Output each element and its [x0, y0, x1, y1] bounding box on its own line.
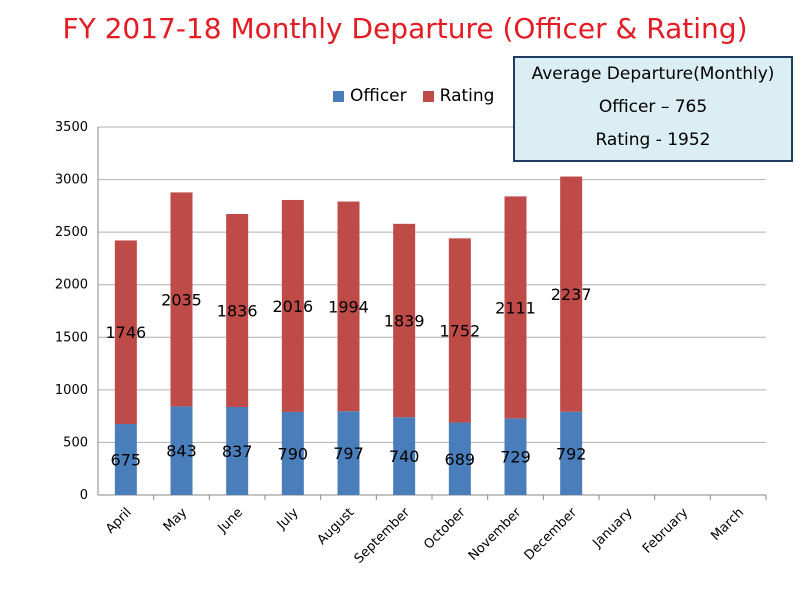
x-tick-label: September	[352, 505, 414, 567]
data-label-rating: 1836	[217, 301, 258, 320]
legend-label-rating: Rating	[439, 86, 495, 106]
data-label-rating: 2111	[495, 298, 536, 317]
bar-rating	[393, 223, 416, 418]
data-label-rating: 1994	[328, 297, 369, 316]
y-tick-label: 0	[80, 488, 88, 503]
data-label-officer: 790	[278, 444, 309, 463]
bar-officer	[281, 411, 304, 495]
data-label-officer: 837	[222, 442, 253, 461]
x-tick-label: January	[589, 505, 635, 551]
data-label-officer: 729	[500, 448, 531, 467]
x-tick-label: November	[466, 505, 525, 564]
chart-title: FY 2017-18 Monthly Departure (Officer & …	[62, 12, 748, 45]
data-label-officer: 689	[445, 450, 476, 469]
bar-officer	[114, 424, 137, 495]
bar-rating	[560, 176, 583, 412]
legend-item-rating: Rating	[422, 86, 495, 106]
average-heading: Average Departure(Monthly)	[531, 64, 775, 84]
x-tick-label: March	[708, 505, 747, 544]
data-label-rating: 2035	[161, 290, 202, 309]
y-tick-label: 500	[63, 435, 88, 450]
y-tick-label: 3500	[55, 120, 88, 135]
x-tick-label: June	[215, 505, 246, 536]
data-label-officer: 843	[166, 442, 197, 461]
average-rating: Rating - 1952	[595, 130, 711, 150]
data-label-officer: 797	[333, 444, 364, 463]
bar-rating	[281, 199, 304, 412]
x-tick-label: May	[161, 505, 191, 535]
data-label-officer: 740	[389, 447, 420, 466]
y-tick-label: 2500	[55, 225, 88, 240]
bar-rating	[448, 238, 471, 423]
data-label-rating: 2016	[272, 297, 313, 316]
data-label-rating: 1839	[384, 312, 425, 331]
legend-swatch-rating	[422, 90, 434, 102]
bar-rating	[114, 240, 137, 425]
bar-rating	[226, 213, 249, 407]
data-label-officer: 675	[111, 451, 142, 470]
legend-label-officer: Officer	[350, 86, 407, 106]
bar-rating	[504, 196, 527, 419]
bar-officer	[337, 411, 360, 495]
average-departure-box: Average Departure(Monthly) Officer – 765…	[513, 56, 793, 162]
data-label-rating: 1752	[439, 321, 480, 340]
x-tick-label: April	[103, 505, 135, 537]
bar-officer	[448, 422, 471, 495]
x-tick-label: July	[274, 505, 302, 533]
bar-officer	[226, 406, 249, 495]
data-label-rating: 2237	[551, 285, 592, 304]
x-tick-label: December	[522, 505, 581, 564]
average-officer: Officer – 765	[598, 97, 708, 117]
x-tick-label: February	[640, 505, 692, 557]
data-label-officer: 792	[556, 444, 587, 463]
bar-officer	[504, 418, 527, 495]
bar-rating	[337, 201, 360, 412]
bar-officer	[560, 411, 583, 495]
y-tick-label: 1000	[55, 383, 88, 398]
data-label-rating: 1746	[105, 323, 146, 342]
y-tick-label: 2000	[55, 278, 88, 293]
y-tick-label: 1500	[55, 330, 88, 345]
bar-officer	[393, 417, 416, 495]
legend-item-officer: Officer	[333, 86, 407, 106]
chart-legend: Officer Rating	[333, 86, 494, 106]
x-tick-label: August	[315, 505, 358, 548]
y-tick-label: 3000	[55, 173, 88, 188]
legend-swatch-officer	[333, 90, 344, 102]
bar-rating	[170, 192, 193, 407]
bar-officer	[170, 406, 193, 495]
x-tick-label: October	[421, 505, 469, 553]
